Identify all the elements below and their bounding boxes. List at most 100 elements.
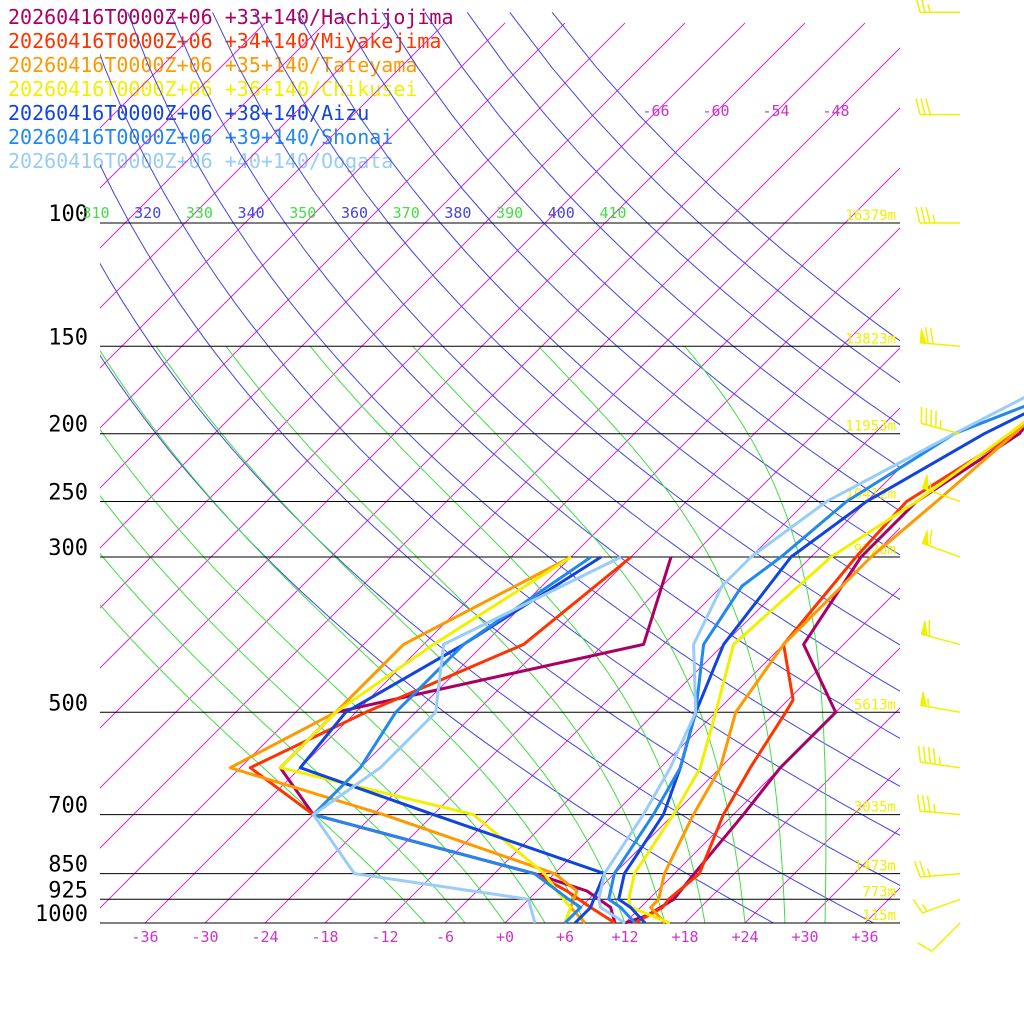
isotherm-line — [744, 767, 900, 923]
upper-temperature-label: -54 — [762, 102, 789, 120]
temperature-tick-label: +36 — [851, 928, 878, 946]
dry-adiabat — [212, 12, 900, 692]
barb-flag — [920, 691, 928, 707]
barb-half — [929, 482, 932, 491]
isotherm-line — [324, 347, 900, 923]
barb-half — [932, 214, 936, 224]
dry-adiabat — [254, 12, 900, 646]
barb-flag — [921, 529, 929, 547]
theta-label: 410 — [599, 204, 626, 222]
wind-barb — [920, 691, 961, 714]
pressure-label: 300 — [48, 536, 88, 561]
barb-full — [915, 98, 921, 115]
wind-barb — [916, 0, 960, 14]
theta-label: 370 — [393, 204, 420, 222]
barb-full — [927, 747, 932, 764]
isotherm-line — [100, 22, 386, 309]
legend-entry: 20260416T0000Z+06 +35+140/Tateyama — [8, 53, 417, 77]
dry-adiabat — [100, 354, 774, 923]
wind-barbs — [912, 0, 961, 952]
theta-label: 350 — [289, 204, 316, 222]
height-label: 115m — [862, 908, 896, 924]
barb-full — [921, 0, 926, 13]
pressure-label: 1000 — [35, 902, 88, 927]
barb-shaft — [922, 898, 961, 914]
barb-flag — [919, 328, 927, 344]
barb-half — [927, 698, 930, 707]
wind-barb — [915, 206, 960, 224]
temperature-line-3 — [627, 420, 1024, 925]
barb-full — [912, 898, 924, 914]
theta-label: 400 — [548, 204, 575, 222]
moist-adiabat — [100, 428, 546, 923]
barb-full — [917, 942, 933, 952]
wind-barb — [912, 898, 961, 914]
theta-label: 340 — [238, 204, 265, 222]
height-label: 5613m — [854, 697, 896, 713]
temperature-tick-label: +6 — [556, 928, 574, 946]
barb-half — [921, 904, 928, 912]
barb-full — [914, 861, 921, 878]
isotherm-line — [100, 22, 566, 489]
moist-adiabat — [225, 346, 666, 923]
barb-full — [932, 747, 936, 765]
barb-full — [917, 745, 922, 763]
temperature-line-2 — [649, 422, 1024, 925]
pressure-label: 200 — [48, 413, 88, 438]
isotherm-line — [100, 47, 900, 849]
temperature-tick-label: -36 — [131, 928, 158, 946]
pressure-label: 250 — [48, 481, 88, 506]
isotherm-line — [264, 287, 900, 923]
barb-full — [926, 795, 931, 813]
wind-barb — [914, 860, 961, 878]
isotherm-line — [144, 167, 900, 923]
upper-temperature-label: -60 — [702, 102, 729, 120]
barb-full — [916, 0, 921, 13]
theta-label: 360 — [341, 204, 368, 222]
barb-full — [915, 206, 921, 224]
isotherm-line — [100, 22, 746, 669]
height-label: 11953m — [845, 419, 896, 435]
dry-adiabat — [296, 12, 900, 601]
barb-full — [924, 327, 929, 344]
moist-adiabat — [100, 494, 506, 923]
moist-adiabat — [684, 345, 827, 923]
barb-full — [929, 327, 934, 345]
legend-entry: 20260416T0000Z+06 +38+140/Aizu — [8, 101, 369, 125]
temperature-line-5 — [607, 404, 1024, 925]
dry-adiabat — [127, 12, 900, 787]
barb-shaft — [920, 342, 961, 348]
barb-full — [922, 746, 927, 763]
height-label: 3035m — [854, 800, 896, 816]
pressure-label: 850 — [48, 853, 88, 878]
pressure-label: 700 — [48, 794, 88, 819]
wind-barb — [915, 98, 960, 116]
isotherm-line — [100, 22, 626, 549]
barb-half — [933, 804, 936, 813]
dewpoint-line-6 — [311, 555, 622, 924]
barb-full — [916, 794, 921, 812]
isotherm-line — [624, 647, 900, 923]
isotherm-line — [444, 467, 900, 923]
wind-barb — [920, 619, 961, 646]
height-label: 773m — [862, 884, 896, 900]
dry-adiabat — [169, 12, 900, 739]
height-label: 13823m — [845, 331, 896, 347]
barb-shaft — [922, 487, 961, 503]
isotherm-line — [100, 22, 266, 189]
isotherm-line — [504, 527, 900, 923]
barb-shaft — [920, 704, 961, 714]
barb-shaft — [931, 922, 961, 952]
height-label: 1473m — [854, 859, 896, 875]
theta-label: 320 — [134, 204, 161, 222]
theta-label: 330 — [186, 204, 213, 222]
barb-full — [925, 98, 931, 115]
temperature-tick-label: -30 — [191, 928, 218, 946]
temperature-line-6 — [597, 395, 1024, 925]
temperature-tick-label: +12 — [611, 928, 638, 946]
isotherm-line — [100, 22, 326, 249]
moist-adiabat — [412, 345, 746, 923]
barb-full — [925, 206, 931, 224]
barb-shaft — [920, 872, 961, 878]
